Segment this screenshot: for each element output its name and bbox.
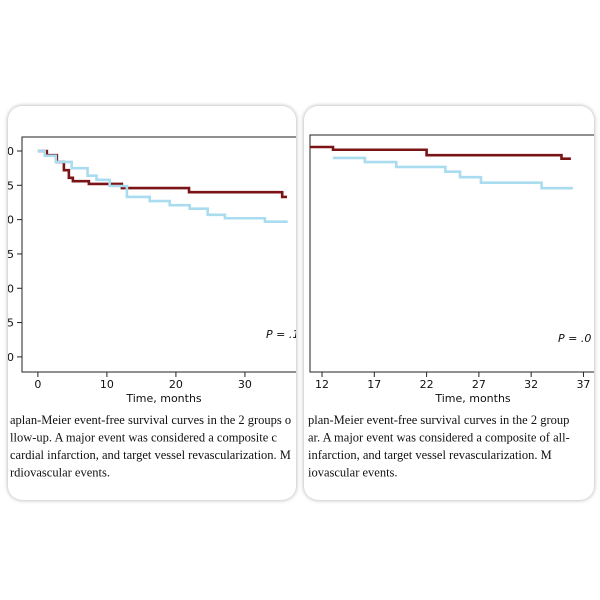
caption-line: cardial infarction, and target vessel re… bbox=[10, 448, 291, 462]
survival-curve bbox=[310, 145, 571, 160]
x-tick-label: 37 bbox=[576, 378, 590, 391]
caption-line: ar. A major event was considered a compo… bbox=[308, 431, 570, 445]
caption-line: iovascular events. bbox=[308, 466, 398, 480]
x-tick-label: 30 bbox=[238, 378, 252, 391]
x-tick-label: 20 bbox=[169, 378, 183, 391]
caption-line: llow-up. A major event was considered a … bbox=[10, 431, 277, 445]
caption-line: aplan-Meier event-free survival curves i… bbox=[10, 413, 291, 427]
y-tick-label: 0 bbox=[8, 351, 14, 364]
x-tick-label: 10 bbox=[100, 378, 114, 391]
survival-curve bbox=[333, 156, 573, 190]
card: 0 10 20 30 0 5 0 5 0 5 0 P = .1 Time, months aplan-Me… bbox=[8, 106, 296, 500]
caption-line: infarction, and target vessel revascular… bbox=[308, 448, 552, 462]
x-tick-label: 0 bbox=[34, 378, 41, 391]
x-tick-label: 17 bbox=[367, 378, 381, 391]
card: 12 17 22 27 32 37 P = .0 Time, months plan-Meier… bbox=[304, 106, 594, 500]
survival-curve bbox=[37, 149, 288, 199]
p-value: P = .1 bbox=[266, 328, 296, 341]
y-tick-label: 5 bbox=[8, 317, 14, 330]
y-tick-label: 0 bbox=[8, 145, 14, 158]
caption-line: rdiovascular events. bbox=[10, 466, 110, 480]
p-value: P = .0 bbox=[558, 332, 591, 345]
x-tick-label: 32 bbox=[524, 378, 538, 391]
y-tick-label: 0 bbox=[8, 214, 14, 227]
survival-curve bbox=[37, 149, 288, 223]
x-tick-label: 12 bbox=[315, 378, 329, 391]
caption-line: plan-Meier event-free survival curves in… bbox=[308, 413, 569, 427]
plot-frame bbox=[309, 134, 594, 373]
y-tick-label: 5 bbox=[8, 248, 14, 261]
plot-frame bbox=[21, 136, 296, 373]
x-axis-title: Time, months bbox=[125, 392, 202, 405]
chart: 0 10 20 30 0 5 0 5 0 5 0 P = .1 Time, months aplan-Me… bbox=[8, 136, 296, 480]
x-axis-title: Time, months bbox=[434, 392, 511, 405]
x-tick-label: 27 bbox=[472, 378, 486, 391]
y-tick-label: 5 bbox=[8, 179, 14, 192]
y-tick-label: 0 bbox=[8, 282, 14, 295]
chart: 12 17 22 27 32 37 P = .0 Time, months plan-Meier… bbox=[308, 134, 594, 480]
x-tick-label: 22 bbox=[420, 378, 434, 391]
